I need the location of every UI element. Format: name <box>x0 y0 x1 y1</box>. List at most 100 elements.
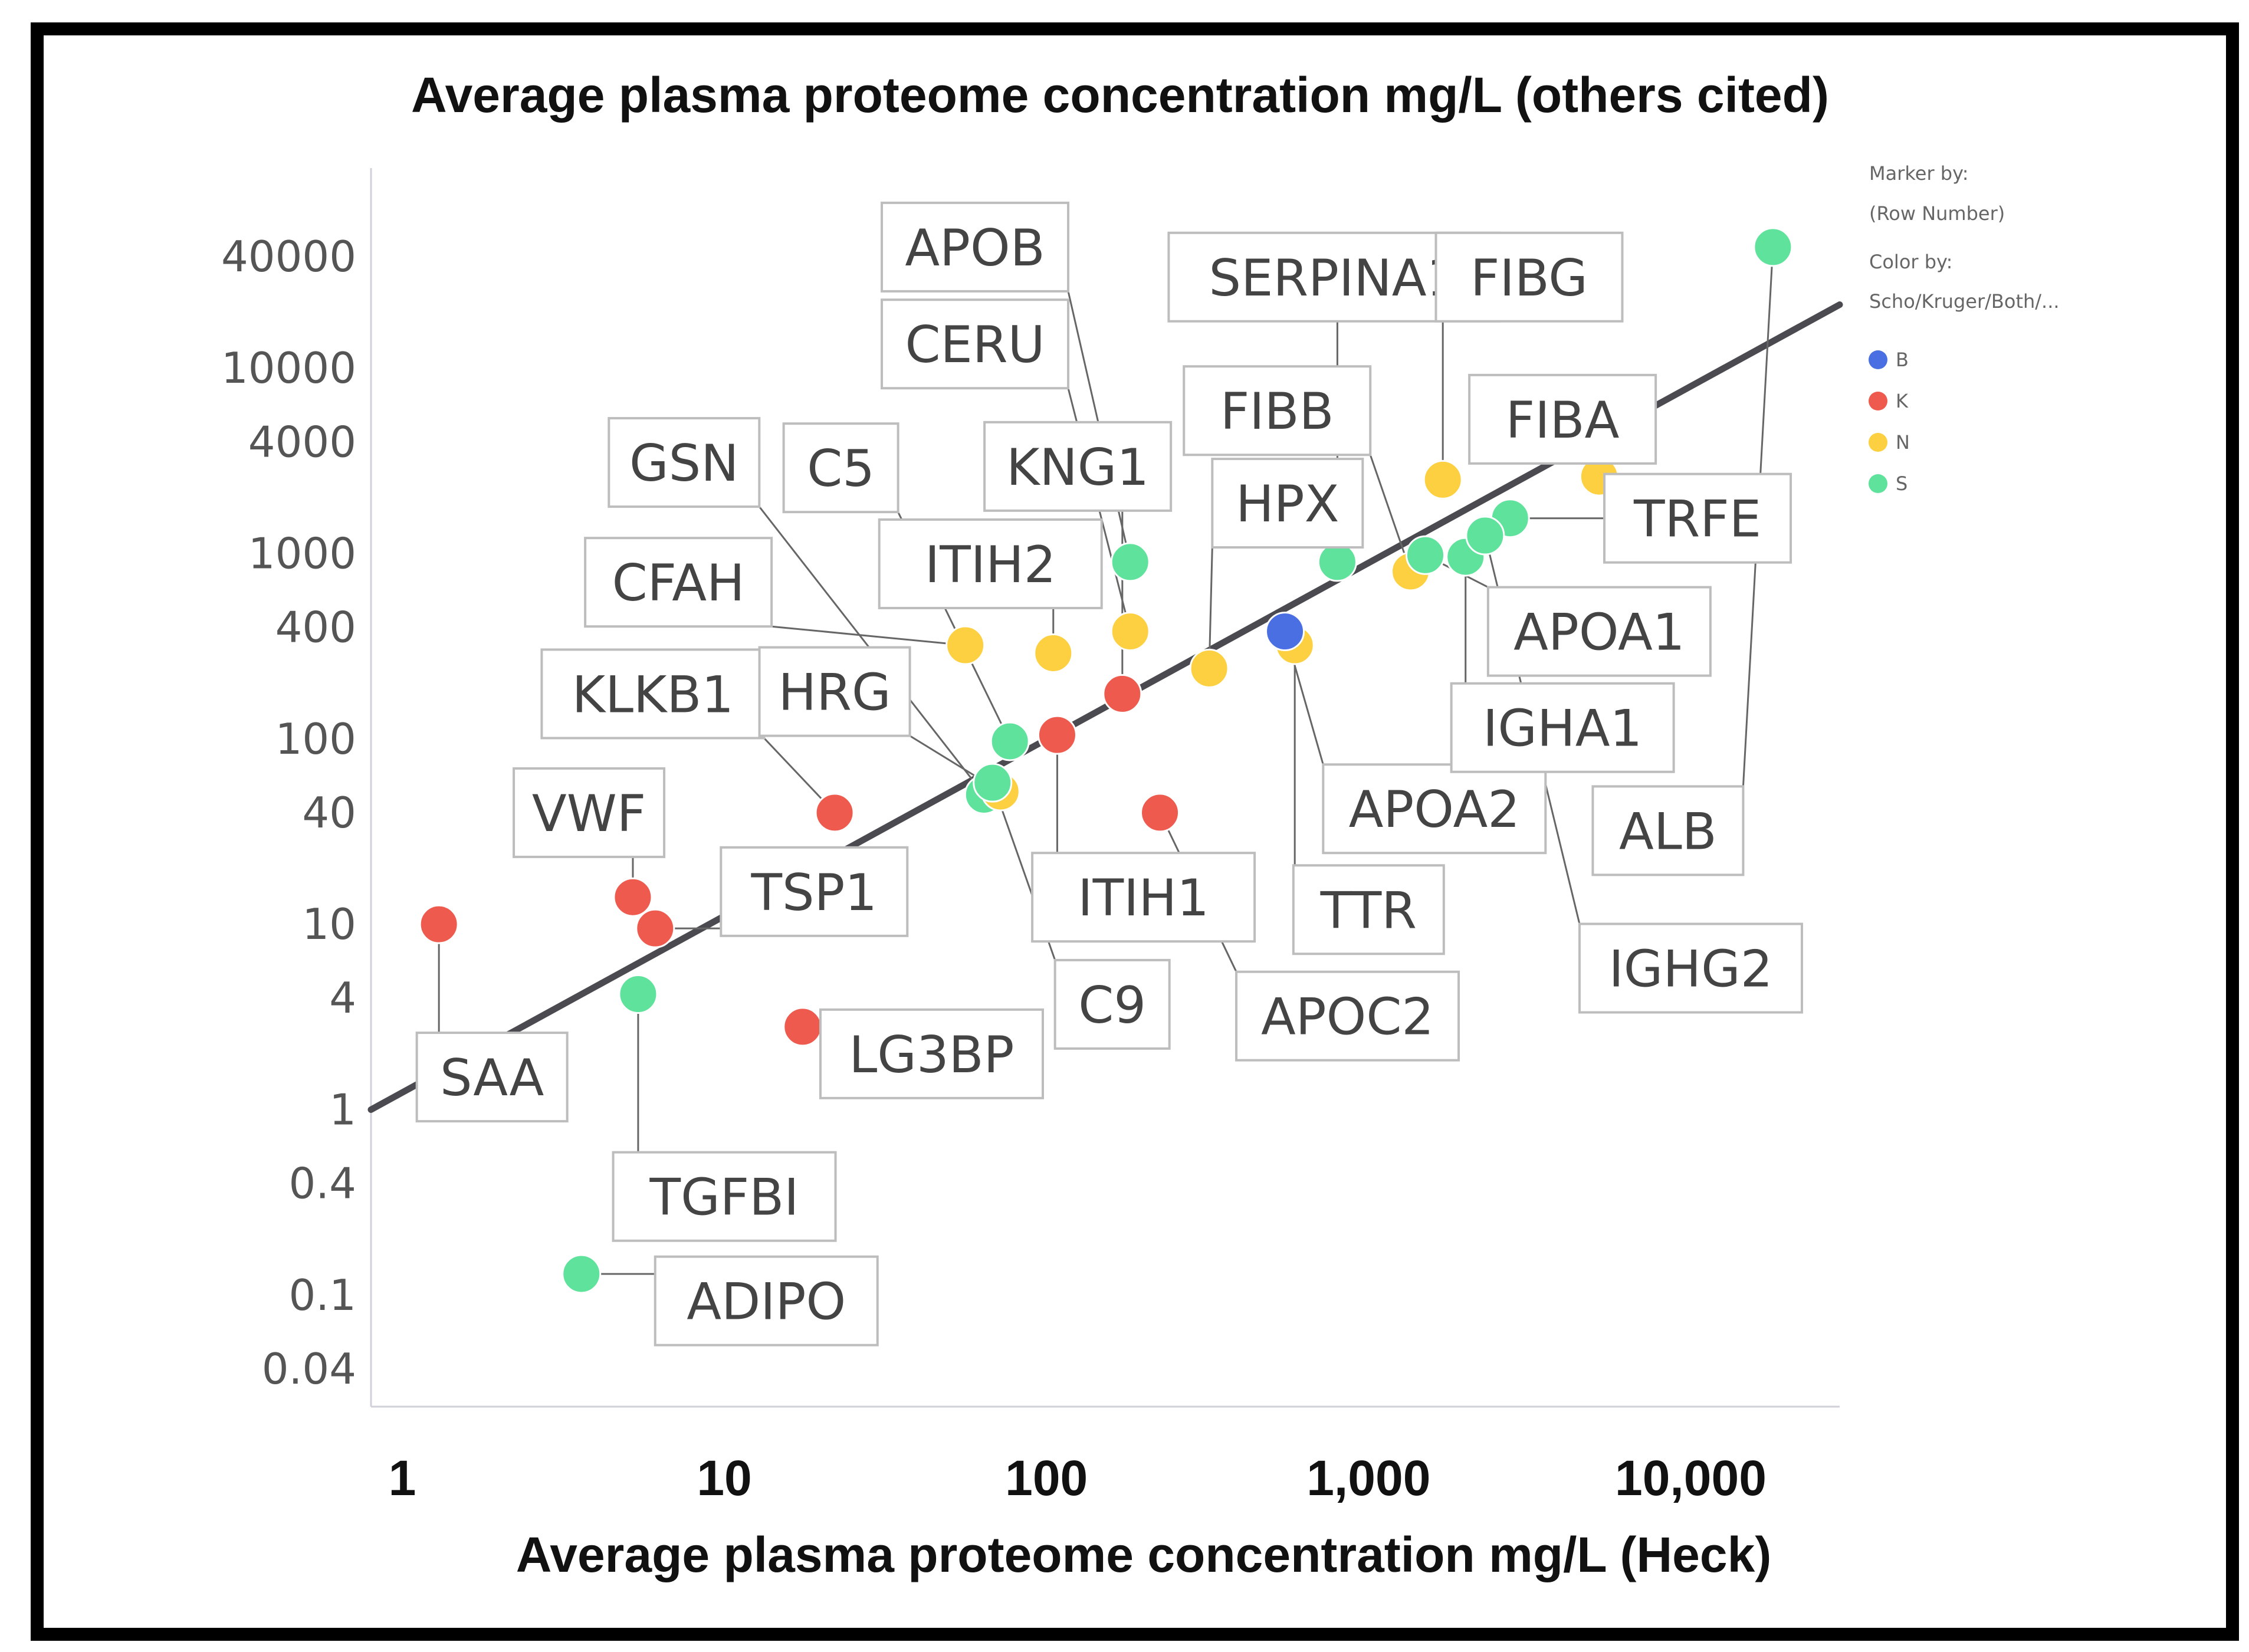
legend-title-marker: Marker by: <box>1869 162 1968 185</box>
y-tick-label-10: 10 <box>302 899 356 949</box>
legend-label-s: S <box>1896 472 1907 495</box>
label-box-apoa2 <box>1322 763 1547 855</box>
label-box-trfe <box>1603 472 1792 564</box>
point-label-apob: APOB <box>905 219 1045 278</box>
label-box-c9 <box>1053 958 1171 1050</box>
point-label-tsp1: TSP1 <box>750 863 877 922</box>
y-tick-label-0-04: 0.04 <box>262 1344 356 1394</box>
point-label-vwf: VWF <box>532 784 646 843</box>
y-tick-label-10000: 10000 <box>221 343 356 393</box>
data-point-alb[interactable] <box>1753 227 1793 267</box>
point-label-fibb: FIBB <box>1220 382 1334 441</box>
x-tick-label-1-000: 1,000 <box>1306 1450 1430 1506</box>
label-box-tgfbi <box>612 1151 837 1242</box>
point-label-group: SAA VWF TSP1 TGFBI ADIPO KLKB1 LG3BP GSN C5 CFAH H… <box>415 201 1803 1346</box>
y-tick-label-0-4: 0.4 <box>288 1159 356 1208</box>
data-point-adipo[interactable] <box>562 1254 602 1294</box>
y-tick-label-1: 1 <box>329 1085 356 1134</box>
label-box-apoa1 <box>1486 586 1712 677</box>
y-tick-group: 40000 10000 4000 1000 400 100 40 10 4 1 0.4 0.1 0.04 <box>221 232 356 1394</box>
chart-svg: Average plasma proteome concentration mg… <box>221 67 2060 1582</box>
label-box-fibb <box>1183 365 1372 456</box>
point-label-hrg: HRG <box>779 664 891 722</box>
y-tick-label-4000: 4000 <box>248 417 356 467</box>
data-point-cfah[interactable] <box>945 625 986 665</box>
legend-subtitle-color: Scho/Kruger/Both/... <box>1869 290 2060 313</box>
point-label-igha1: IGHA1 <box>1483 699 1642 758</box>
legend-swatch-n <box>1869 433 1887 452</box>
data-point-kng1[interactable] <box>1102 674 1142 714</box>
label-box-gsn <box>608 417 761 508</box>
label-box-klkb1 <box>540 648 766 740</box>
point-label-itih1: ITIH1 <box>1078 869 1209 928</box>
leader-line-hpx <box>1208 547 1213 669</box>
label-box-itih2 <box>878 518 1103 609</box>
point-label-ceru: CERU <box>905 316 1045 375</box>
data-point-serpina1[interactable] <box>1317 542 1357 582</box>
point-label-ttr: TTR <box>1320 881 1417 940</box>
legend-swatch-k <box>1869 392 1887 410</box>
data-point-vwf[interactable] <box>613 877 653 917</box>
data-point-saa[interactable] <box>419 904 459 944</box>
data-point-tgfbi[interactable] <box>618 974 658 1014</box>
legend-title-color: Color by: <box>1869 251 1952 273</box>
label-box-lg3bp <box>819 1008 1044 1099</box>
data-point-itih2[interactable] <box>1033 633 1073 673</box>
point-label-lg3bp: LG3BP <box>849 1026 1014 1085</box>
label-box-itih1 <box>1031 852 1256 943</box>
point-label-klkb1: KLKB1 <box>572 665 734 724</box>
data-point-apoa2[interactable] <box>1265 612 1305 652</box>
y-tick-label-40000: 40000 <box>221 232 356 281</box>
x-tick-label-100: 100 <box>1005 1450 1088 1506</box>
point-label-ighg2: IGHG2 <box>1608 940 1772 999</box>
x-tick-label-10: 10 <box>697 1450 751 1506</box>
legend: Marker by: (Row Number) Color by: Scho/K… <box>1869 162 2060 495</box>
data-point-group <box>419 227 1793 1294</box>
label-box-adipo <box>654 1255 879 1346</box>
leader-line-fibb <box>1369 454 1411 572</box>
data-point-apoc2[interactable] <box>1140 793 1180 833</box>
data-point-itih1[interactable] <box>1037 715 1077 755</box>
chart-frame: Average plasma proteome concentration mg… <box>31 22 2239 1641</box>
point-label-cfah: CFAH <box>612 554 745 613</box>
data-point-c9[interactable] <box>973 763 1013 803</box>
label-box-kng1 <box>983 421 1173 512</box>
x-tick-label-1: 1 <box>389 1450 416 1506</box>
legend-label-n: N <box>1896 431 1910 454</box>
point-label-hpx: HPX <box>1236 475 1339 534</box>
label-box-tsp1 <box>720 846 909 937</box>
point-label-gsn: GSN <box>629 434 739 493</box>
legend-swatch-s <box>1869 474 1887 493</box>
label-box-ttr <box>1292 864 1445 955</box>
label-box-vwf <box>513 767 666 858</box>
x-axis-label: Average plasma proteome concentration mg… <box>516 1527 1772 1582</box>
point-label-apoa1: APOA1 <box>1513 603 1685 662</box>
y-tick-label-400: 400 <box>275 603 356 652</box>
y-tick-label-0-1: 0.1 <box>288 1270 356 1320</box>
data-point-apoa1[interactable] <box>1406 535 1446 575</box>
label-box-cfah <box>584 537 773 628</box>
data-point-ighg2[interactable] <box>1465 515 1505 556</box>
data-point-klkb1[interactable] <box>815 793 855 833</box>
y-tick-label-40: 40 <box>302 788 356 838</box>
label-box-saa <box>415 1032 569 1123</box>
data-point-apob[interactable] <box>1110 542 1150 582</box>
data-point-lg3bp[interactable] <box>783 1007 823 1047</box>
point-label-itih2: ITIH2 <box>925 536 1056 595</box>
data-point-hpx[interactable] <box>1189 648 1229 688</box>
data-point-tsp1[interactable] <box>635 908 675 948</box>
point-label-kng1: KNG1 <box>1006 438 1149 497</box>
label-box-fiba <box>1468 373 1657 465</box>
legend-subtitle-marker: (Row Number) <box>1869 202 2005 225</box>
point-label-fibg: FIBG <box>1470 249 1588 308</box>
data-point-ceru[interactable] <box>1110 612 1150 652</box>
point-label-apoa2: APOA2 <box>1349 780 1520 839</box>
data-point-fibg[interactable] <box>1423 459 1463 500</box>
point-label-tgfbi: TGFBI <box>649 1168 799 1227</box>
data-point-c5[interactable] <box>990 721 1030 761</box>
y-tick-label-4: 4 <box>329 973 356 1023</box>
point-label-alb: ALB <box>1619 802 1717 861</box>
point-label-adipo: ADIPO <box>687 1273 846 1332</box>
label-box-apoc2 <box>1235 970 1460 1062</box>
